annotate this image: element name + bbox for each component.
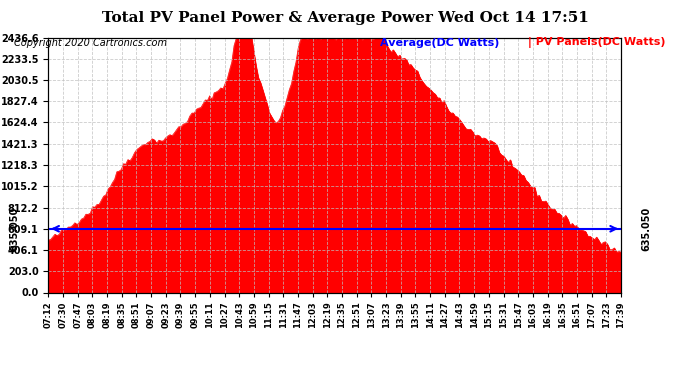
Text: Total PV Panel Power & Average Power Wed Oct 14 17:51: Total PV Panel Power & Average Power Wed… [101,11,589,25]
Text: | PV Panels(DC Watts): | PV Panels(DC Watts) [524,38,666,48]
Text: 635.050: 635.050 [9,207,19,251]
Text: Copyright 2020 Cartronics.com: Copyright 2020 Cartronics.com [14,38,167,48]
Text: 635.050: 635.050 [642,207,652,251]
Text: Average(DC Watts): Average(DC Watts) [380,38,499,48]
